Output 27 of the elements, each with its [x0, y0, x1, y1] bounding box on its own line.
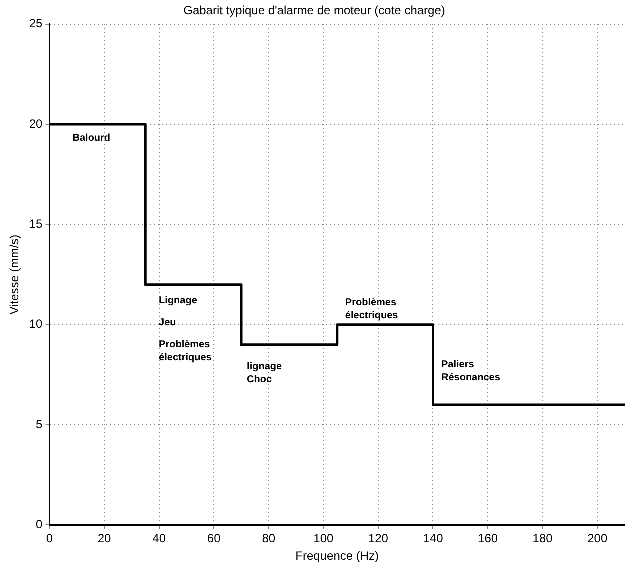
y-tick-label: 0	[36, 518, 44, 532]
y-tick-label: 25	[29, 16, 44, 31]
annotation: Problèmes électriques	[345, 298, 399, 322]
x-tick-label: 60	[207, 532, 222, 546]
y-axis-title: Vitesse (mm/s)	[8, 234, 22, 315]
x-axis-title: Frequence (Hz)	[296, 549, 380, 564]
x-tick-label: 80	[262, 532, 276, 546]
x-tick-label: 200	[588, 532, 608, 546]
annotation: lignage Choc	[247, 362, 283, 386]
annotation: Balourd	[72, 132, 111, 144]
x-tick-label: 0	[46, 532, 54, 546]
y-tick-label: 5	[36, 417, 44, 432]
x-tick-label: 100	[314, 532, 334, 546]
annotation: Problèmes électriques	[159, 340, 212, 364]
annotation: Lignage	[159, 296, 198, 307]
x-tick-label: 20	[98, 532, 112, 546]
x-tick-label: 180	[532, 532, 554, 546]
y-tick-label: 20	[29, 116, 44, 131]
x-tick-label: 160	[478, 532, 498, 546]
y-tick-label: 15	[29, 217, 44, 232]
y-tick-label: 10	[29, 317, 44, 332]
x-tick-label: 140	[423, 532, 444, 546]
x-tick-label: 40	[152, 532, 166, 546]
chart-title: Gabarit typique d'alarme de moteur (cote charge)	[184, 4, 446, 18]
annotation: Jeu	[159, 318, 176, 329]
x-tick-label: 120	[368, 532, 389, 546]
annotation: Paliers Résonances	[441, 360, 501, 384]
